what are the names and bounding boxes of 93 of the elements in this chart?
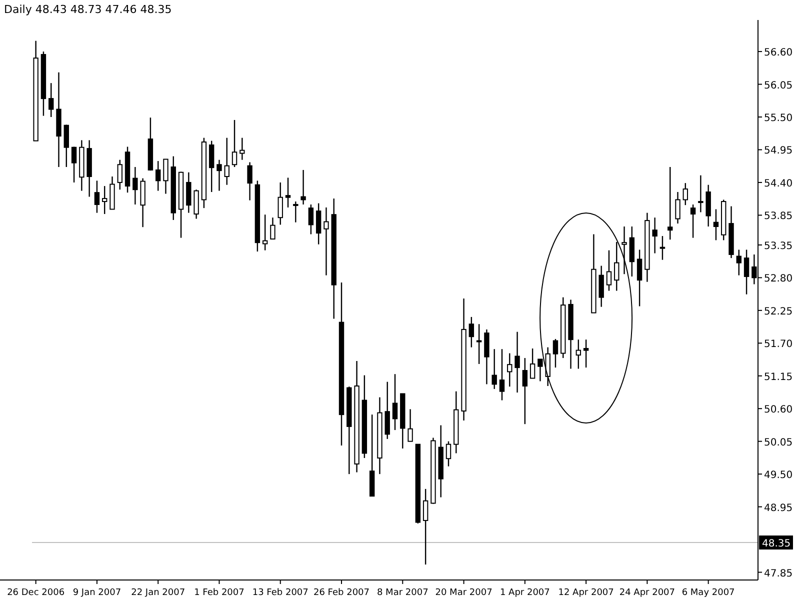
chart-title: Daily 48.43 48.73 47.46 48.35	[4, 3, 172, 16]
candlestick	[392, 373, 398, 431]
y-tick-label: 56.60	[764, 48, 793, 59]
x-tick-label: 12 Apr 2007	[558, 588, 614, 598]
x-tick-label: 1 Apr 2007	[500, 588, 550, 598]
candlestick	[132, 166, 138, 206]
candlestick	[64, 124, 69, 168]
candlestick	[194, 189, 199, 220]
candlestick	[492, 348, 497, 390]
y-tick-label: 52.25	[764, 306, 793, 318]
candlestick	[576, 338, 582, 370]
x-tick-label: 24 Apr 2007	[619, 588, 676, 598]
candlestick	[668, 166, 673, 240]
y-tick-label: 51.70	[764, 339, 793, 350]
candlestick	[538, 358, 543, 382]
candlestick	[682, 182, 688, 206]
y-tick-label: 49.50	[764, 470, 793, 482]
candlestick	[446, 440, 452, 467]
y-tick-label: 50.05	[764, 437, 793, 448]
candlestick	[629, 226, 635, 278]
candlestick	[278, 182, 283, 226]
y-tick-label: 47.85	[764, 568, 793, 580]
candlestick	[736, 249, 742, 276]
x-tick-label: 20 Mar 2007	[435, 588, 492, 598]
ref-line-label: 48.35	[762, 538, 791, 550]
candlestick	[117, 159, 122, 190]
candlestick	[300, 169, 306, 206]
candlestick	[262, 214, 268, 251]
x-tick-label: 9 Jan 2007	[72, 588, 122, 598]
candlestick	[155, 160, 161, 192]
x-tick-label: 6 May 2007	[682, 588, 735, 598]
candlestick	[622, 226, 627, 275]
candlestick	[285, 177, 291, 208]
y-tick-label: 48.95	[764, 502, 793, 514]
candlestick	[324, 206, 329, 276]
candlestick	[476, 324, 482, 365]
candlestick	[583, 338, 589, 368]
candlestick	[216, 159, 222, 192]
candlestick	[545, 346, 550, 387]
candlestick	[706, 184, 711, 228]
candlestick	[232, 119, 238, 168]
candlestick	[514, 331, 520, 394]
candlestick	[652, 216, 658, 254]
y-tick-label: 53.85	[764, 211, 793, 222]
candlestick	[499, 348, 505, 401]
y-tick-label: 54.40	[764, 178, 793, 190]
candlestick	[384, 381, 390, 440]
candlestick	[507, 352, 512, 388]
x-tick-label: 22 Jan 2007	[131, 588, 186, 598]
candlestick	[636, 249, 642, 307]
candlestick	[94, 180, 100, 214]
candlestick	[316, 202, 322, 245]
candlestick	[614, 241, 620, 292]
candlestick	[598, 265, 604, 308]
candlestick	[247, 162, 252, 201]
candlestick	[71, 146, 77, 184]
candlestick	[422, 488, 428, 566]
candlestick	[163, 158, 168, 194]
candlestick	[102, 185, 108, 215]
y-tick-label: 52.80	[764, 274, 793, 285]
x-tick-label: 26 Feb 2007	[313, 588, 370, 598]
candlestick	[484, 328, 490, 385]
x-tick-label: 26 Dec 2006	[7, 588, 65, 598]
candlestick	[240, 137, 245, 160]
candlestick	[713, 208, 719, 241]
candlestick	[468, 316, 474, 348]
candlestick	[308, 204, 314, 235]
candlestick	[186, 172, 192, 214]
candlestick	[552, 338, 558, 368]
candlestick	[606, 250, 612, 292]
y-tick-label: 56.05	[764, 80, 793, 92]
candlestick	[408, 408, 413, 442]
candlestick	[270, 216, 276, 240]
x-tick-label: 13 Feb 2007	[252, 588, 308, 598]
y-tick-label: 55.50	[764, 113, 793, 124]
x-tick-label: 8 Mar 2007	[376, 588, 428, 598]
candlestick	[744, 249, 750, 295]
candlestick	[675, 191, 680, 224]
y-tick-label: 53.35	[764, 240, 793, 252]
candlestick	[48, 82, 54, 118]
candlestick	[293, 200, 298, 223]
candlestick	[690, 204, 696, 238]
candlestick	[698, 174, 704, 213]
candlestick	[224, 137, 230, 186]
y-tick-label: 50.60	[764, 404, 793, 416]
candlestick	[530, 348, 536, 379]
y-tick-label: 51.15	[764, 372, 793, 383]
candlestick	[208, 140, 214, 193]
candlestick	[140, 178, 146, 228]
y-tick-label: 54.95	[764, 146, 793, 157]
candlestick	[522, 357, 528, 425]
x-tick-label: 1 Feb 2007	[194, 588, 244, 598]
candlestick	[660, 235, 666, 260]
